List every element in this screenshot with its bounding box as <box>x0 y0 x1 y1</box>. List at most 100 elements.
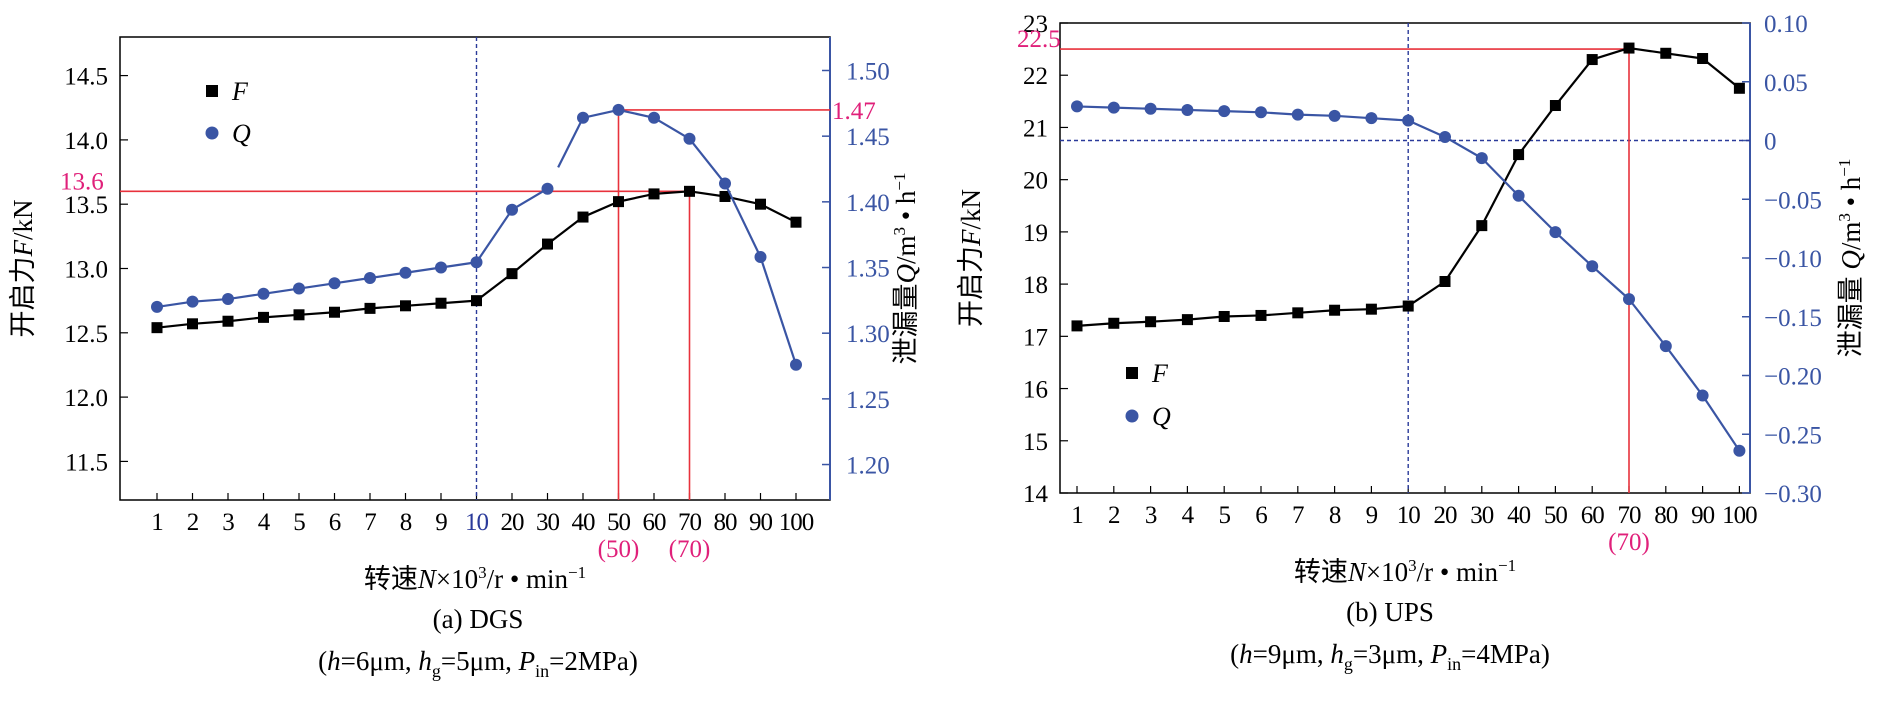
series-Q-segment <box>1260 111 1298 116</box>
series-F-point <box>1623 42 1635 54</box>
y-right-tick-label: 1.30 <box>846 321 890 348</box>
plot-frame <box>119 36 831 501</box>
x-tick-label: 8 <box>1329 502 1341 529</box>
caption: (b) UPS <box>1346 597 1434 627</box>
y-left-tick-label: 14.5 <box>64 64 108 91</box>
series-Q-point <box>683 132 696 145</box>
legend-marker-q <box>1125 409 1139 423</box>
series-Q-point <box>790 358 802 371</box>
x-tick-label: 8 <box>400 509 412 536</box>
series-F-segment <box>582 200 619 219</box>
y-left-tick-label: 23 <box>1023 11 1048 38</box>
y-left-tick-label: 12.5 <box>64 321 108 348</box>
series-F-point <box>1145 316 1157 328</box>
series-F-point <box>1586 54 1598 66</box>
series-F-point <box>1292 307 1304 319</box>
series-Q-segment <box>724 182 762 258</box>
series-F-point <box>258 311 269 323</box>
series-F-point <box>1439 276 1451 287</box>
series-F-point <box>1697 53 1709 65</box>
series-F-segment <box>760 203 797 224</box>
y-right-tick-label: 1.25 <box>846 387 890 414</box>
series-F-point <box>1476 220 1488 232</box>
x-tick-label: 6 <box>1255 502 1267 529</box>
series-Q-point <box>1144 102 1157 115</box>
x-tick-label: 20 <box>1434 502 1458 529</box>
series-Q-point <box>222 293 234 306</box>
series-F-segment <box>1113 320 1151 325</box>
series-F-point <box>648 188 660 200</box>
y-right-tick-label: 1.50 <box>846 58 890 85</box>
x-tick-label: 7 <box>364 509 376 536</box>
series-F-segment <box>1187 315 1225 321</box>
series-Q-segment <box>582 108 619 119</box>
y-left-tick-label: 20 <box>1023 168 1048 195</box>
x-tick-label: 5 <box>1218 502 1230 529</box>
x-tick-label: 60 <box>1581 502 1605 529</box>
x-tick-label: 5 <box>293 509 305 536</box>
y-left-tick-label: 11.5 <box>65 449 108 476</box>
series-Q-segment <box>1591 265 1630 300</box>
series-Q-segment <box>1113 106 1151 110</box>
x-tick-label: 70 <box>1618 502 1642 529</box>
x-tick-label: 4 <box>258 509 271 536</box>
series-Q-segment <box>653 116 691 140</box>
series-F-segment <box>156 322 193 329</box>
series-F-point <box>1218 310 1230 322</box>
y-right-tick-label: −0.10 <box>1764 246 1822 273</box>
series-Q-point <box>1659 340 1672 353</box>
legend-label: Q <box>232 119 251 148</box>
y-right-tick-label: 0.05 <box>1764 70 1808 97</box>
series-Q-point <box>612 103 625 116</box>
series-Q-segment <box>511 187 549 211</box>
x-tick-label: 3 <box>222 509 234 536</box>
y-left-title: 开启力F/kN <box>956 189 986 327</box>
x-tick-label: 30 <box>1470 502 1494 529</box>
series-F-segment <box>1076 322 1114 327</box>
series-F-segment <box>1628 46 1666 55</box>
series-F-segment <box>1297 309 1335 314</box>
y-left-tick-label: 22 <box>1023 63 1048 90</box>
y-left-tick-label: 19 <box>1023 220 1048 247</box>
series-F-segment <box>1224 314 1262 318</box>
y-left-tick-label: 18 <box>1023 272 1048 299</box>
series-Q-segment <box>1187 108 1225 113</box>
y-left-tick-label: 14.0 <box>64 128 108 155</box>
params: (h=6μm, hg=5μm, Pin=2MPa) <box>318 646 638 681</box>
x-tick-label: 60 <box>643 509 667 536</box>
series-Q-point <box>1181 103 1194 116</box>
y-right-tick-label: 0 <box>1764 129 1777 156</box>
series-F-point <box>1329 304 1341 316</box>
x-tick-label: 100 <box>779 509 814 536</box>
y-right-tick-label: 1.45 <box>846 124 890 151</box>
series-Q-point <box>328 277 341 290</box>
series-Q-segment <box>1481 157 1520 197</box>
series-F-segment <box>1407 280 1446 307</box>
series-F-segment <box>440 299 477 305</box>
series-F-point <box>1181 314 1193 326</box>
series-F-point <box>364 302 376 314</box>
series-F-segment <box>1517 104 1557 156</box>
x-tick-label: 90 <box>749 509 773 536</box>
y-left-tick-label: 13.0 <box>64 257 108 284</box>
series-F-point <box>755 198 766 210</box>
series-Q-segment <box>557 117 584 168</box>
x-tick-label: 9 <box>1366 502 1378 529</box>
series-F-segment <box>263 313 300 319</box>
x-tick-label: 30 <box>536 509 560 536</box>
ref-vline-label: (70) <box>1608 529 1650 556</box>
series-Q-point <box>1328 109 1341 122</box>
series-F-point <box>293 309 305 321</box>
y-right-tick-label: 1.40 <box>846 190 890 217</box>
series-F-segment <box>298 311 335 316</box>
series-Q-point <box>577 111 589 124</box>
x-tick-label: 2 <box>187 509 199 536</box>
series-Q-point <box>1291 108 1304 121</box>
y-left-tick-label: 21 <box>1023 115 1048 142</box>
series-F-point <box>1071 320 1083 332</box>
series-Q-point <box>1512 189 1525 202</box>
params: (h=9μm, hg=3μm, Pin=4MPa) <box>1230 639 1550 674</box>
x-axis-title: 转速N×103/r • min−1 <box>364 563 586 594</box>
x-tick-label: 10 <box>1397 502 1421 529</box>
legend-label: F <box>1151 359 1169 388</box>
